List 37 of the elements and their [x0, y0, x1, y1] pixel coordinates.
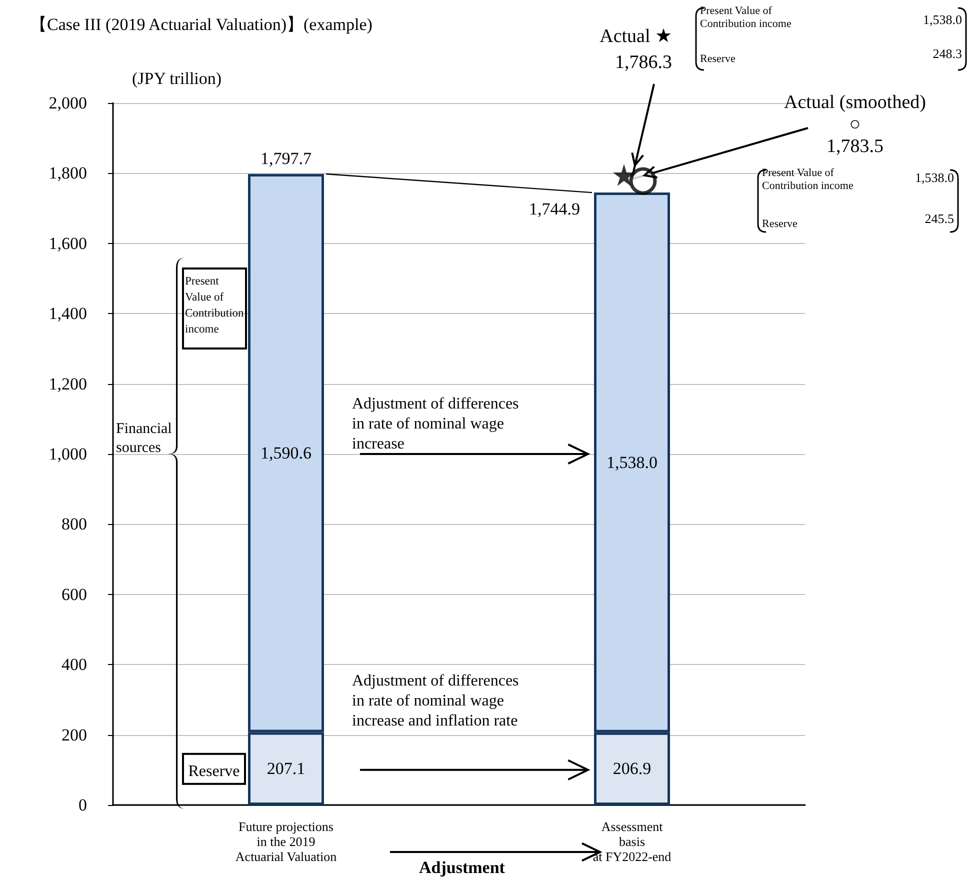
annotation: Financial sources — [116, 420, 172, 456]
text: 248.3 — [932, 46, 962, 61]
y-tick-label: 200 — [62, 725, 87, 744]
annotation: Present Value of Contribution income — [762, 167, 854, 192]
text: 1,538.0 — [915, 170, 954, 185]
data-label: 207.1 — [266, 759, 306, 778]
annotation: Reserve — [762, 218, 798, 230]
y-tick-label: 1,400 — [48, 304, 87, 324]
series-label: Present Value of Contribution income — [185, 276, 244, 336]
y-axis-title: (JPY trillion) — [132, 69, 222, 88]
y-tick-label: 800 — [62, 514, 87, 534]
annotation: Adjustment of differences in rate of nominal wage increase — [352, 395, 519, 452]
x-axis-title: Adjustment — [419, 858, 506, 877]
data-label: 206.9 — [612, 759, 652, 778]
y-tick-label: 2,000 — [48, 94, 87, 112]
x-tick-label: Future projections in the 2019 Actuarial Valuation — [235, 819, 338, 864]
y-tick-label: 400 — [62, 655, 87, 674]
data-label: 1,538.0 — [606, 452, 658, 472]
text: Reserve — [700, 53, 736, 65]
y-tick-label: 1,800 — [48, 164, 87, 183]
text: 245.5 — [924, 211, 954, 226]
annotation: Adjustment of differences in rate of nominal wage increase and inflation rate — [352, 672, 519, 730]
y-tick-label: 600 — [62, 584, 87, 604]
total-label: 1,797.7 — [260, 149, 312, 168]
text: 1,538.0 — [923, 12, 962, 27]
chart-title: 【Case III (2019 Actuarial Valuation)】(example) — [30, 15, 372, 34]
y-tick-label: 0 — [78, 796, 87, 814]
total-label: 1,744.9 — [529, 200, 580, 219]
annotation: Actual (smoothed) ○ 1,783.5 — [784, 92, 926, 157]
annotation: Actual ★ 1,786.3 — [600, 26, 672, 73]
y-tick-label: 1,600 — [48, 234, 87, 253]
y-tick-label: 1,200 — [48, 374, 87, 394]
data-label: 1,590.6 — [260, 444, 312, 463]
text: Present Value of Contribution income — [700, 5, 792, 30]
series-label: Reserve — [188, 762, 240, 780]
y-tick-label: 1,000 — [48, 444, 87, 464]
x-tick-label: Assessment basis at FY2022-end — [592, 819, 672, 864]
